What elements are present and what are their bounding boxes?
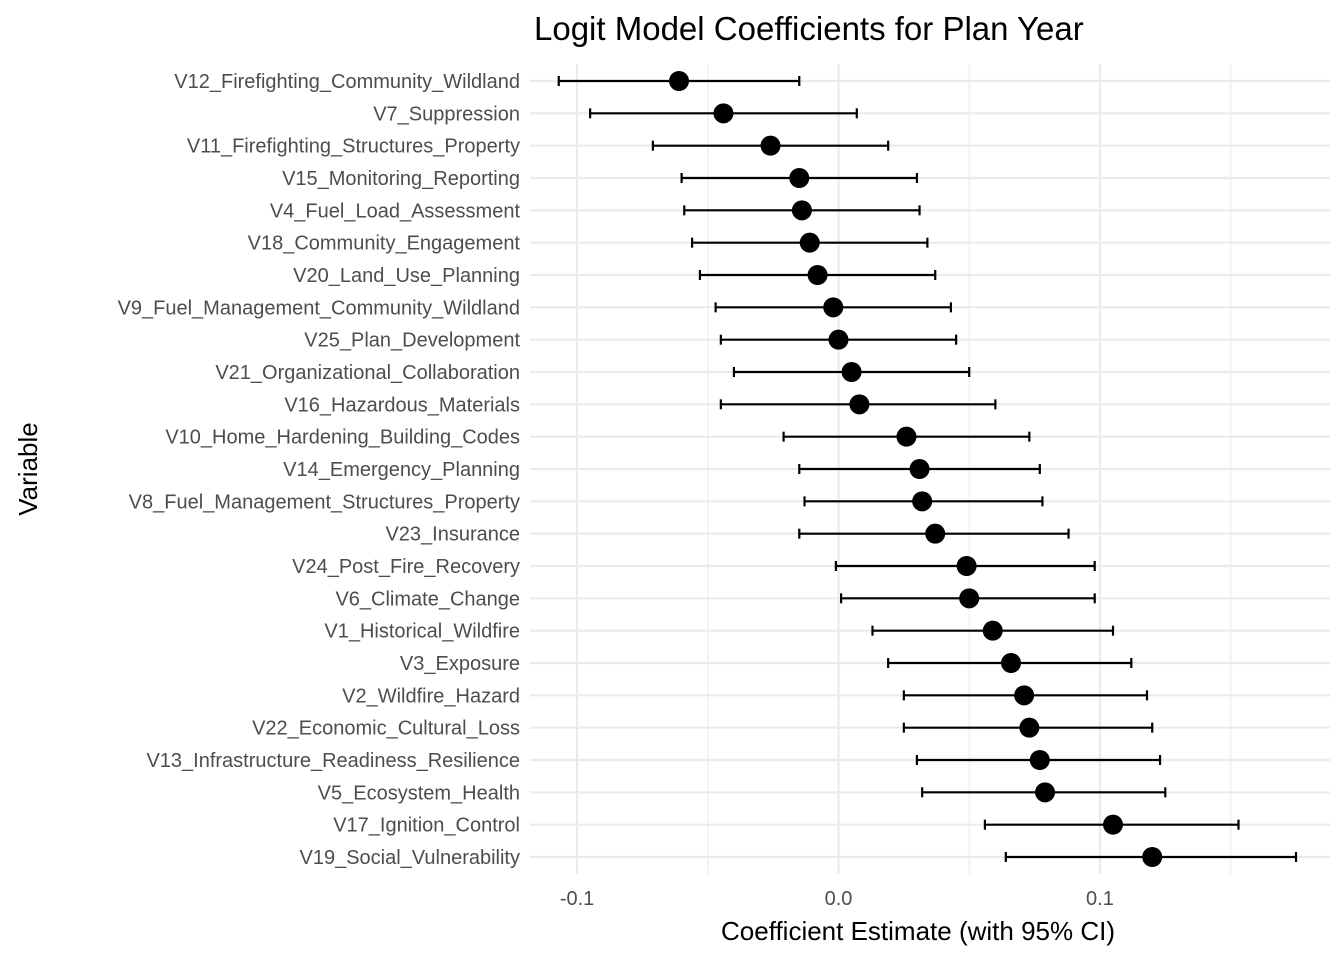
y-tick-label-2: V11_Firefighting_Structures_Property	[187, 136, 520, 158]
estimate-point-8	[828, 329, 849, 350]
estimate-point-23	[1103, 814, 1124, 835]
estimate-point-20	[1019, 717, 1040, 738]
y-tick-label-6: V20_Land_Use_Planning	[293, 265, 520, 287]
coefficient-mark-24	[1004, 847, 1298, 867]
data-marks	[557, 71, 1298, 867]
coefficient-mark-19	[902, 685, 1149, 706]
chart-title: Logit Model Coefficients for Plan Year	[534, 10, 1084, 47]
y-tick-label-18: V3_Exposure	[400, 653, 520, 675]
y-tick-label-23: V17_Ignition_Control	[333, 815, 520, 837]
coefficient-mark-22	[921, 782, 1167, 803]
coefficient-mark-23	[983, 814, 1240, 835]
coefficient-mark-3	[680, 168, 919, 188]
estimate-point-18	[1001, 653, 1022, 673]
coefficient-mark-20	[902, 717, 1154, 738]
y-tick-label-14: V23_Insurance	[385, 524, 520, 546]
y-tick-label-17: V1_Historical_Wildfire	[324, 621, 520, 643]
estimate-point-11	[896, 426, 917, 447]
estimate-point-7	[823, 297, 844, 318]
estimate-point-22	[1035, 782, 1056, 803]
y-tick-labels: V12_Firefighting_Community_Wildland V7_Su…	[118, 71, 521, 869]
x-tick-label-2: 0.1	[1086, 888, 1114, 910]
y-tick-label-9: V21_Organizational_Collaboration	[215, 362, 520, 384]
coefficient-mark-11	[782, 426, 1031, 447]
coefficient-mark-18	[887, 653, 1133, 673]
estimate-point-5	[799, 232, 820, 253]
coefficient-mark-1	[589, 103, 858, 124]
y-tick-label-13: V8_Fuel_Management_Structures_Property	[129, 491, 520, 513]
y-tick-label-21: V13_Infrastructure_Readiness_Resilience	[146, 750, 520, 772]
estimate-point-10	[849, 394, 870, 415]
y-tick-label-5: V18_Community_Engagement	[248, 233, 521, 255]
coefficient-mark-13	[803, 491, 1044, 512]
y-tick-label-22: V5_Ecosystem_Health	[318, 782, 520, 804]
coefficient-mark-4	[683, 200, 921, 221]
estimate-point-1	[713, 103, 734, 124]
coefficient-mark-16	[840, 588, 1096, 609]
x-axis-title: Coefficient Estimate (with 95% CI)	[721, 916, 1115, 946]
coefficient-mark-17	[871, 620, 1115, 641]
estimate-point-6	[807, 265, 828, 285]
coefficient-mark-7	[714, 297, 953, 318]
y-axis-title: Variable	[13, 422, 43, 515]
coefficient-mark-2	[651, 135, 890, 156]
y-tick-label-8: V25_Plan_Development	[304, 330, 520, 352]
estimate-point-4	[791, 200, 812, 221]
estimate-point-17	[982, 620, 1003, 641]
y-tick-label-20: V22_Economic_Cultural_Loss	[252, 718, 520, 740]
estimate-point-21	[1029, 750, 1050, 770]
coefficient-mark-5	[690, 232, 929, 253]
estimate-point-0	[669, 71, 690, 91]
y-tick-label-3: V15_Monitoring_Reporting	[282, 168, 520, 190]
coefficient-mark-6	[698, 265, 937, 285]
y-tick-label-24: V19_Social_Vulnerability	[299, 847, 520, 869]
estimate-point-19	[1014, 685, 1035, 706]
coefficient-mark-15	[834, 556, 1096, 576]
coefficient-mark-9	[732, 362, 971, 382]
x-tick-label-1: 0.0	[825, 888, 853, 910]
estimate-point-13	[912, 491, 933, 512]
y-tick-label-12: V14_Emergency_Planning	[283, 459, 520, 481]
coefficient-mark-12	[798, 459, 1041, 479]
y-tick-label-7: V9_Fuel_Management_Community_Wildland	[118, 297, 520, 319]
estimate-point-12	[909, 459, 930, 479]
estimate-point-24	[1142, 847, 1163, 867]
coefficient-mark-8	[719, 329, 958, 350]
x-tick-labels: -0.1 0.0 0.1	[560, 888, 1114, 910]
y-tick-label-11: V10_Home_Hardening_Building_Codes	[165, 427, 520, 449]
y-tick-label-16: V6_Climate_Change	[335, 588, 520, 610]
y-tick-label-15: V24_Post_Fire_Recovery	[292, 556, 520, 578]
coefficient-mark-14	[798, 523, 1070, 544]
coefficient-mark-0	[557, 71, 801, 91]
estimate-point-16	[959, 588, 980, 609]
y-tick-label-19: V2_Wildfire_Hazard	[342, 685, 520, 707]
estimate-point-2	[760, 135, 781, 156]
y-tick-label-0: V12_Firefighting_Community_Wildland	[174, 71, 520, 93]
x-tick-label-0: -0.1	[560, 888, 594, 910]
estimate-point-15	[956, 556, 977, 576]
y-tick-label-4: V4_Fuel_Load_Assessment	[270, 200, 521, 222]
coefficient-mark-10	[719, 394, 997, 415]
estimate-point-14	[925, 523, 946, 544]
estimate-point-9	[841, 362, 862, 382]
coefficient-mark-21	[915, 750, 1162, 770]
estimate-point-3	[789, 168, 810, 188]
y-tick-label-10: V16_Hazardous_Materials	[284, 394, 520, 416]
y-tick-label-1: V7_Suppression	[373, 103, 520, 125]
